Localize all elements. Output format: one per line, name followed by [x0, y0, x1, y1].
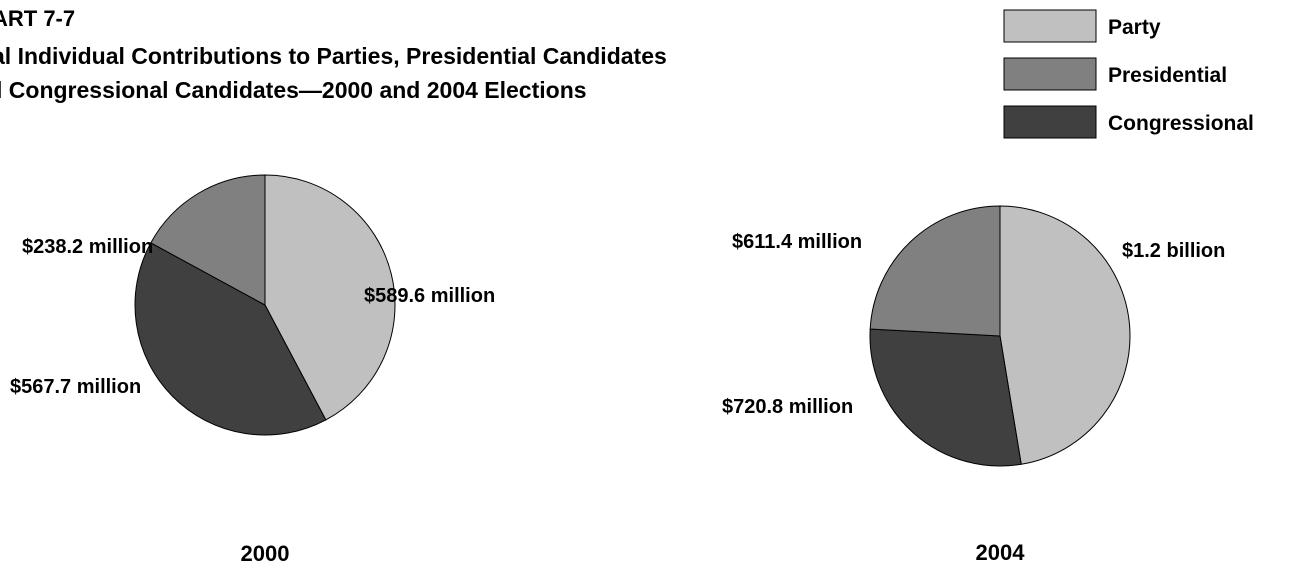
slice-label-2004-presidential: $611.4 million — [732, 231, 862, 253]
legend-swatch-presidential — [1003, 57, 1097, 91]
slice-label-2000-congressional: $567.7 million — [10, 376, 141, 398]
year-label-2000: 2000 — [241, 541, 290, 566]
slice-label-2000-presidential: $238.2 million — [22, 236, 153, 258]
legend-swatch-party — [1003, 9, 1097, 43]
chart-title-line-1: al Individual Contributions to Parties, … — [0, 43, 667, 69]
pie-chart-2000 — [134, 174, 396, 436]
pie-slice-2004-congressional — [869, 328, 1022, 467]
year-label-2004: 2004 — [976, 540, 1026, 565]
slice-label-2000-party: $589.6 million — [364, 285, 495, 307]
pie-slice-2000-congressional — [134, 242, 327, 436]
legend-swatch-congressional — [1003, 105, 1097, 139]
pie-slice-2004-presidential — [869, 205, 1001, 337]
legend-label-presidential: Presidential — [1108, 64, 1227, 87]
legend: Party Presidential Congressional — [1003, 9, 1254, 139]
legend-label-congressional: Congressional — [1108, 112, 1254, 135]
pie-slice-2000-presidential — [150, 174, 266, 306]
slice-label-2004-party: $1.2 billion — [1122, 240, 1225, 262]
legend-label-party: Party — [1108, 16, 1161, 39]
pie-slice-2004-party — [999, 205, 1131, 465]
chart-title: ART 7-7 al Individual Contributions to P… — [0, 6, 667, 103]
chart-code: ART 7-7 — [0, 6, 75, 31]
slice-label-2004-congressional: $720.8 million — [722, 396, 853, 418]
pie-chart-2004 — [869, 205, 1131, 467]
pie-slice-2000-party — [264, 174, 396, 421]
chart-title-line-2: l Congressional Candidates—2000 and 2004… — [0, 77, 587, 103]
slice-labels-2004: $611.4 million $1.2 billion $720.8 milli… — [722, 231, 1225, 418]
slice-labels-2000: $238.2 million $589.6 million $567.7 mil… — [10, 236, 495, 398]
